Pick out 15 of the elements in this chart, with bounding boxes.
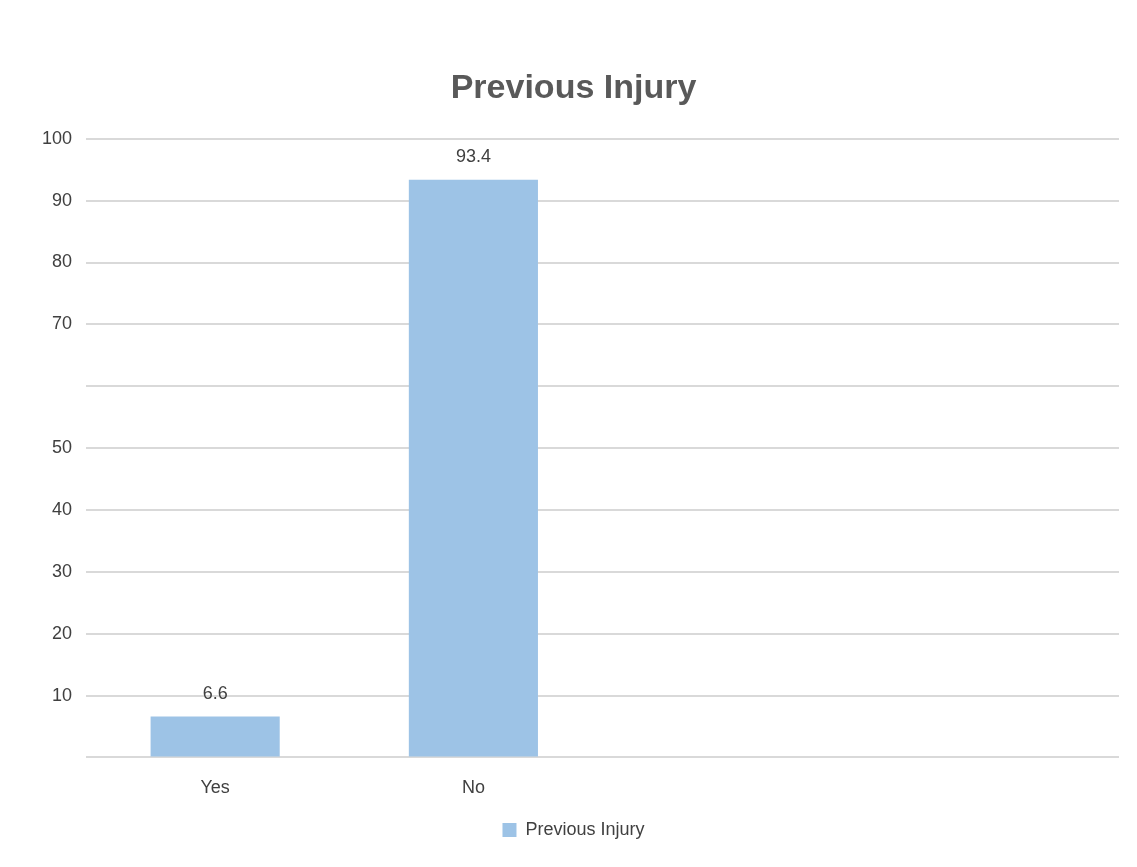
x-tick-label: No xyxy=(461,777,485,798)
data-label: 6.6 xyxy=(202,682,228,703)
y-tick-label: 100 xyxy=(41,127,73,148)
chart-title: Previous Injury xyxy=(450,66,697,105)
y-tick-label: 30 xyxy=(52,560,73,581)
y-tick-label: 10 xyxy=(52,684,73,705)
y-tick-label: 90 xyxy=(52,189,73,210)
y-tick-label: 70 xyxy=(52,313,73,334)
y-tick-label: 50 xyxy=(52,437,73,458)
y-tick-label: 20 xyxy=(52,622,73,643)
legend-label: Previous Injury xyxy=(525,818,645,839)
data-label: 93.4 xyxy=(455,145,491,166)
y-tick-label: 40 xyxy=(52,498,73,519)
x-tick-label: Yes xyxy=(200,777,230,798)
y-tick-label: 80 xyxy=(52,251,73,272)
